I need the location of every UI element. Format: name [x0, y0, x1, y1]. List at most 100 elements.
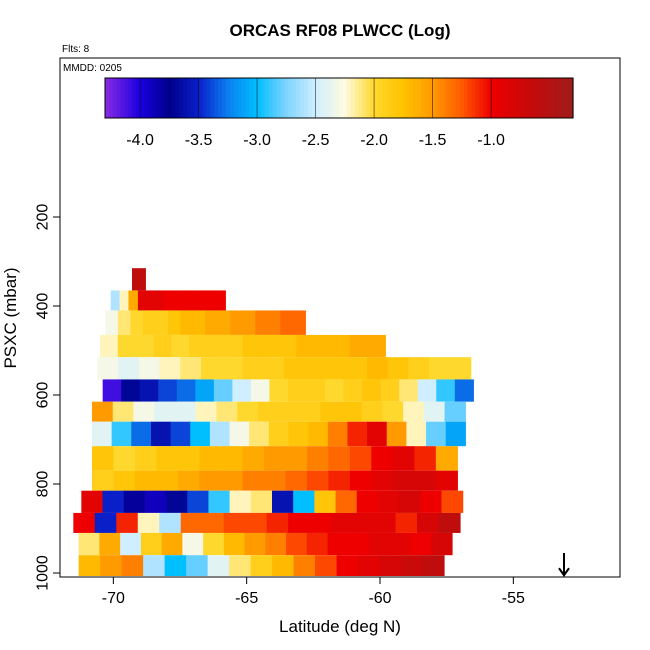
colorbar-segment	[467, 78, 473, 118]
heatmap-cell	[431, 532, 453, 556]
heatmap-cell	[102, 379, 122, 402]
heatmap-cell	[308, 421, 329, 447]
heatmap-cell	[229, 555, 252, 576]
heatmap-cell	[392, 446, 415, 471]
x-axis-label: Latitude (deg N)	[279, 617, 401, 636]
colorbar-segment	[565, 78, 570, 118]
colorbar-segment	[229, 78, 235, 118]
colorbar-segment	[257, 78, 262, 118]
heatmap-cell	[190, 421, 211, 447]
heatmap-cell	[138, 357, 161, 380]
colorbar-segment	[385, 78, 391, 118]
x-tick-label: -55	[502, 590, 525, 607]
heatmap-cell	[263, 357, 285, 380]
colorbar-segment	[144, 78, 149, 118]
heatmap-cell	[263, 470, 287, 491]
heatmap-cell	[171, 334, 190, 358]
heatmap-cell	[266, 512, 289, 533]
y-axis: 200 400 600 800 1000	[35, 204, 60, 591]
heatmap-cell	[121, 379, 141, 402]
flights-label: Flts: 8	[62, 44, 90, 55]
date-label: MMDD: 0205	[63, 63, 122, 74]
colorbar-segment	[253, 78, 258, 118]
heatmap-cell	[304, 357, 327, 380]
heatmap-cell	[213, 379, 233, 402]
heatmap-cell	[423, 401, 446, 422]
colorbar-segment	[557, 78, 562, 118]
colorbar-segment	[151, 78, 157, 118]
heatmap-cell	[414, 446, 437, 471]
heatmap-cell	[422, 555, 445, 576]
colorbar-segment	[311, 78, 317, 118]
heatmap-cell	[340, 401, 363, 422]
colorbar-segment	[272, 78, 278, 118]
heatmap-cell	[182, 532, 204, 556]
heatmap-cell	[250, 379, 271, 402]
heatmap-cell	[121, 555, 144, 576]
y-tick-label: 200	[35, 204, 52, 231]
heatmap-cell	[242, 357, 264, 380]
heatmap-cell	[382, 401, 404, 422]
heatmap-cell	[119, 290, 130, 311]
heatmap-cell	[352, 512, 375, 533]
heatmap-cell	[100, 334, 119, 358]
heatmap-cell	[203, 532, 225, 556]
heatmap-cell	[229, 421, 250, 447]
colorbar-segment	[495, 78, 500, 118]
colorbar-frame	[104, 77, 574, 119]
colorbar-segment	[432, 78, 438, 118]
heatmap-cell	[92, 401, 114, 422]
heatmap-cell	[343, 379, 363, 402]
heatmap-cell	[349, 446, 372, 471]
heatmap-cell	[202, 512, 225, 533]
colorbar: -4.0 -3.5 -3.0 -2.5 -2.0 -1.5 -1.0	[104, 77, 574, 149]
colorbar-segment	[428, 78, 434, 118]
colorbar-segment	[471, 78, 477, 118]
heatmap-cell	[92, 446, 115, 471]
heatmap-cell	[278, 334, 297, 358]
heatmap-cell	[438, 512, 461, 533]
colorbar-segment	[545, 78, 551, 118]
colorbar-segment	[175, 78, 180, 118]
heatmap-cell	[140, 532, 163, 556]
heatmap-cell	[81, 490, 104, 513]
y-tick-label: 1000	[35, 555, 52, 591]
colorbar-segment	[163, 78, 168, 118]
colorbar-segment	[108, 78, 114, 118]
heatmap-cell	[288, 512, 311, 533]
heatmap-cell	[286, 532, 308, 556]
colorbar-segment	[549, 78, 555, 118]
heatmap-cell	[170, 421, 191, 447]
heatmap-cell	[389, 532, 412, 556]
chart-title: ORCAS RF08 PLWCC (Log)	[230, 21, 451, 40]
heatmap-cell	[285, 470, 308, 491]
heatmap-cell	[250, 555, 273, 576]
heatmap-cell	[135, 334, 155, 358]
colorbar-tick-label: -1.5	[419, 132, 447, 149]
x-tick-label: -70	[102, 590, 125, 607]
heatmap-cell	[403, 401, 425, 422]
colorbar-segment	[116, 78, 122, 118]
heatmap-cell	[139, 379, 159, 402]
heatmap-cell	[417, 512, 440, 533]
colorbar-segment	[530, 78, 535, 118]
colorbar-segment	[413, 78, 418, 118]
colorbar-segment	[553, 78, 558, 118]
colorbar-segment	[241, 78, 246, 118]
heatmap-cell	[449, 357, 472, 380]
heatmap-cell	[387, 357, 410, 380]
colorbar-segment	[233, 78, 239, 118]
heatmap-cell	[116, 512, 139, 533]
heatmap-cell	[149, 290, 164, 311]
heatmap-cell	[153, 334, 172, 358]
colorbar-segment	[136, 78, 141, 118]
colorbar-segment	[475, 78, 480, 118]
colorbar-segment	[296, 78, 301, 118]
heatmap-cell	[288, 379, 308, 402]
colorbar-segment	[405, 78, 410, 118]
heatmap-cell	[435, 470, 458, 491]
colorbar-segment	[561, 78, 566, 118]
heatmap-cell	[167, 310, 181, 335]
heatmap-cell	[159, 357, 181, 380]
